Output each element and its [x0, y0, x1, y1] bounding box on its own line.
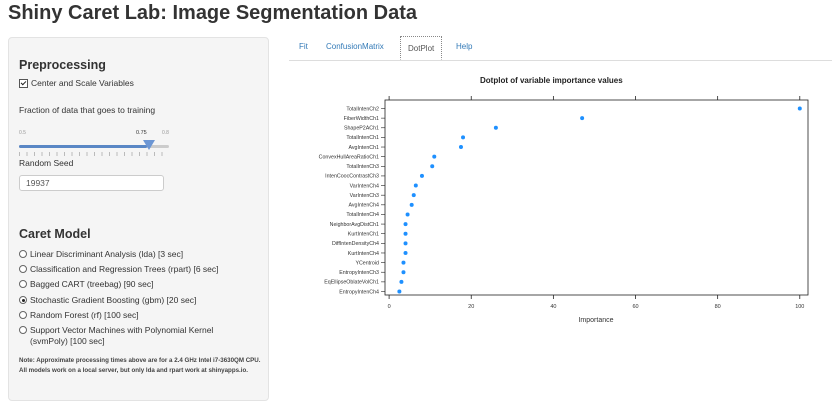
training-fraction-slider[interactable]: 0.5 0.75 0.8: [19, 128, 259, 158]
importance-point: [409, 202, 414, 207]
radio-icon[interactable]: [19, 326, 27, 334]
y-category-label: AvgIntenCh1: [348, 145, 379, 151]
model-option-gbm[interactable]: Stochastic Gradient Boosting (gbm) [20 s…: [19, 295, 259, 305]
slider-min-label: 0.5: [19, 130, 26, 136]
y-category-label: TotalIntenCh3: [346, 164, 379, 170]
y-category-label: IntenCoocContrastCh3: [325, 174, 379, 180]
x-axis-label: Importance: [578, 317, 613, 324]
y-category-label: ConvexHullAreaRatioCh1: [319, 154, 379, 160]
radio-icon[interactable]: [19, 311, 27, 319]
slider-ticks: [19, 152, 169, 156]
y-category-label: VarIntenCh4: [350, 183, 379, 189]
importance-point: [403, 241, 408, 246]
tab-confusion-matrix[interactable]: ConfusionMatrix: [326, 42, 384, 51]
tab-bar: Fit ConfusionMatrix DotPlot Help: [289, 36, 832, 61]
preprocessing-heading: Preprocessing: [19, 58, 106, 72]
model-option-label: Linear Discriminant Analysis (lda) [3 se…: [30, 249, 184, 259]
model-option-label: Stochastic Gradient Boosting (gbm) [20 s…: [30, 295, 197, 305]
importance-point: [461, 135, 466, 140]
importance-point: [411, 193, 416, 198]
center-scale-checkbox[interactable]: Center and Scale Variables: [19, 78, 134, 88]
model-option-rpart[interactable]: Classification and Regression Trees (rpa…: [19, 264, 259, 274]
slider-fill: [19, 145, 147, 148]
radio-icon[interactable]: [19, 250, 27, 258]
y-category-label: ShapeP2ACh1: [344, 126, 379, 132]
importance-point: [797, 106, 802, 111]
importance-point: [432, 154, 437, 159]
slider-max-label: 0.8: [162, 130, 169, 136]
importance-point: [493, 125, 498, 130]
y-category-label: TotalIntenCh1: [346, 135, 379, 141]
center-scale-label: Center and Scale Variables: [31, 78, 134, 88]
importance-point: [413, 183, 418, 188]
model-option-treebag[interactable]: Bagged CART (treebag) [90 sec]: [19, 279, 259, 289]
random-seed-input[interactable]: 19937: [19, 175, 164, 191]
x-tick-label: 80: [715, 304, 721, 310]
model-option-label: Random Forest (rf) [100 sec]: [30, 310, 139, 320]
y-category-label: KurtIntenCh1: [348, 232, 379, 238]
y-category-label: DiffIntenDensityCh4: [332, 241, 379, 247]
model-option-svmpoly[interactable]: Support Vector Machines with Polynomial …: [19, 325, 219, 347]
x-tick-label: 40: [550, 304, 556, 310]
fraction-label: Fraction of data that goes to training: [19, 105, 156, 115]
y-category-label: EqEllipseOblateVolCh1: [324, 280, 379, 286]
x-tick-label: 60: [632, 304, 638, 310]
model-option-label: Bagged CART (treebag) [90 sec]: [30, 279, 154, 289]
sidebar-panel: Preprocessing Center and Scale Variables…: [8, 37, 269, 401]
importance-point: [430, 164, 435, 169]
importance-point: [401, 270, 406, 275]
y-category-label: NeighborAvgDistCh1: [330, 222, 379, 228]
checkbox-checked-icon[interactable]: [19, 78, 28, 88]
app-title: Shiny Caret Lab: Image Segmentation Data: [8, 2, 417, 24]
slider-value-label: 0.75: [136, 130, 147, 136]
importance-point: [399, 279, 404, 284]
importance-point: [580, 116, 585, 121]
importance-point: [405, 212, 410, 217]
radio-icon[interactable]: [19, 280, 27, 288]
tab-dotplot[interactable]: DotPlot: [400, 36, 443, 60]
y-category-label: TotalIntenCh2: [346, 106, 379, 112]
y-category-label: VarIntenCh3: [350, 193, 379, 199]
importance-point: [403, 250, 408, 255]
importance-point: [403, 231, 408, 236]
model-option-lda[interactable]: Linear Discriminant Analysis (lda) [3 se…: [19, 249, 259, 259]
x-tick-label: 100: [795, 304, 804, 310]
x-tick-label: 0: [388, 304, 391, 310]
random-seed-label: Random Seed: [19, 158, 74, 168]
importance-point: [458, 145, 463, 150]
data-rows: TotalIntenCh2 FiberWidthCh1 ShapeP2ACh1 Tot…: [319, 106, 802, 295]
model-option-label: Support Vector Machines with Polynomial …: [30, 325, 214, 346]
y-category-label: YCentroid: [355, 260, 379, 266]
radio-selected-icon[interactable]: [19, 296, 27, 304]
importance-point: [397, 289, 402, 294]
y-category-label: TotalIntenCh4: [346, 212, 379, 218]
tab-help[interactable]: Help: [456, 42, 473, 51]
tab-fit[interactable]: Fit: [299, 42, 308, 51]
y-category-label: FiberWidthCh1: [344, 116, 379, 122]
model-option-label: Classification and Regression Trees (rpa…: [30, 264, 219, 274]
processing-time-note: Note: Approximate processing times above…: [19, 357, 261, 374]
y-category-label: EntropyIntenCh4: [339, 289, 379, 295]
importance-point: [403, 222, 408, 227]
plot-frame: [384, 99, 809, 296]
importance-point: [419, 173, 424, 178]
caret-model-heading: Caret Model: [19, 227, 91, 241]
y-category-label: EntropyIntenCh3: [339, 270, 379, 276]
importance-point: [401, 260, 406, 265]
slider-handle[interactable]: [143, 140, 155, 150]
model-option-rf[interactable]: Random Forest (rf) [100 sec]: [19, 310, 259, 320]
y-category-label: AvgIntenCh4: [348, 203, 379, 209]
chart-title: Dotplot of variable importance values: [480, 76, 623, 85]
radio-icon[interactable]: [19, 265, 27, 273]
x-tick-label: 20: [468, 304, 474, 310]
y-category-label: KurtIntenCh4: [348, 251, 379, 257]
axis-ticks: 0 20 40 60 80 100: [388, 96, 804, 310]
